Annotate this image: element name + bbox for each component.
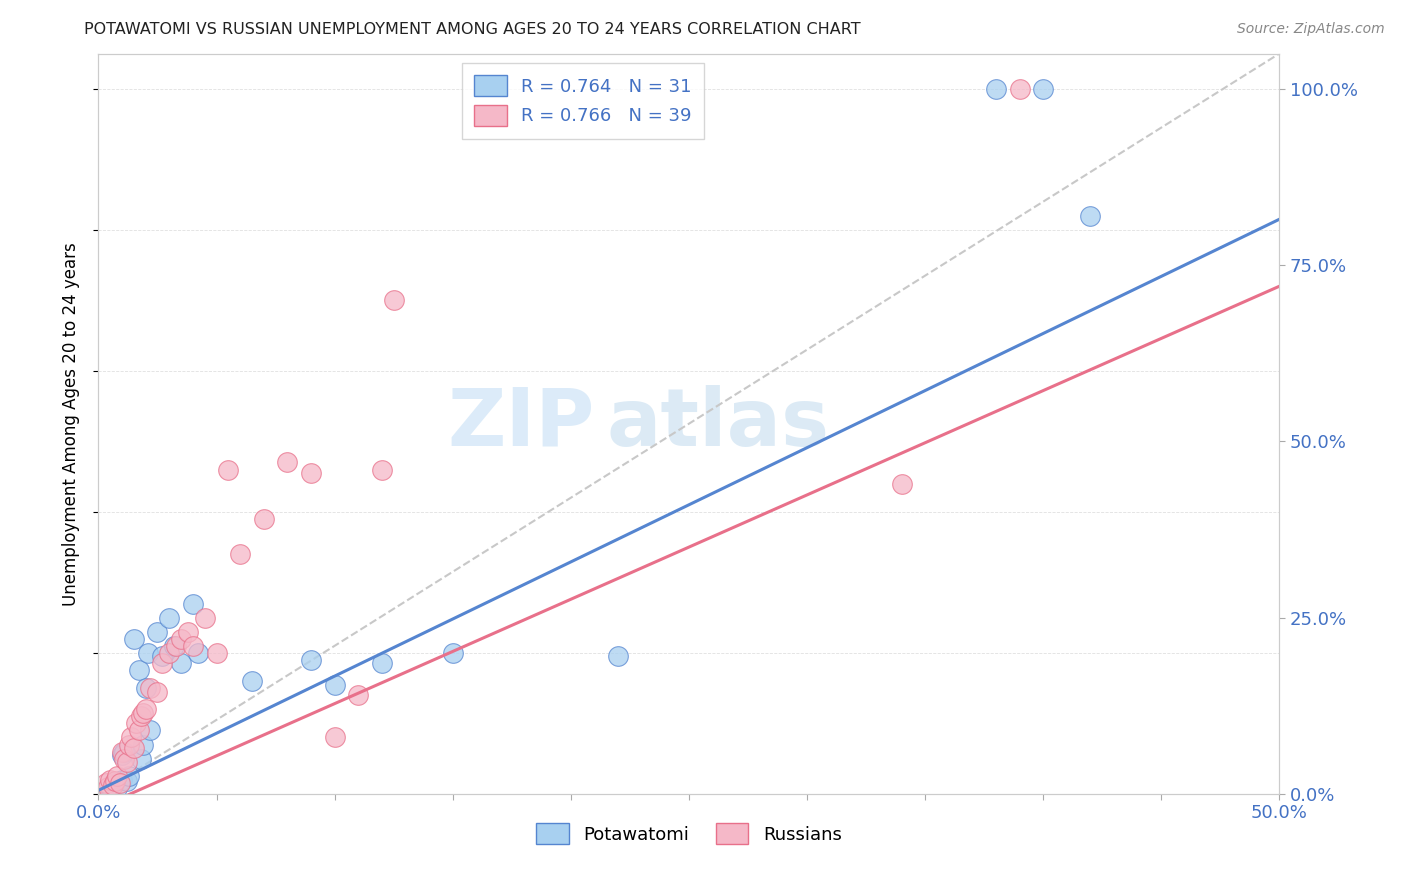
Text: atlas: atlas [606, 384, 830, 463]
Point [157, 610, 180, 624]
Point [104, 774, 127, 789]
Point [181, 639, 204, 653]
Point [112, 745, 135, 759]
Point [97, 780, 120, 794]
Point [163, 639, 186, 653]
Point [105, 769, 128, 783]
Point [101, 779, 124, 793]
Point [170, 657, 193, 671]
Point [121, 731, 143, 745]
Point [118, 769, 141, 783]
Point [135, 681, 157, 695]
Point [240, 674, 263, 689]
Point [1080, 209, 1102, 223]
Point [115, 774, 138, 789]
Point [108, 776, 131, 790]
Point [299, 653, 322, 667]
Point [146, 684, 169, 698]
Point [146, 624, 169, 639]
Text: ZIP: ZIP [447, 384, 595, 463]
Y-axis label: Unemployment Among Ages 20 to 24 years: Unemployment Among Ages 20 to 24 years [62, 242, 80, 606]
Point [104, 776, 127, 790]
Point [128, 664, 150, 678]
Point [371, 462, 394, 476]
Point [111, 745, 134, 759]
Point [276, 455, 298, 469]
Text: POTAWATOMI VS RUSSIAN UNEMPLOYMENT AMONG AGES 20 TO 24 YEARS CORRELATION CHART: POTAWATOMI VS RUSSIAN UNEMPLOYMENT AMONG… [84, 22, 860, 37]
Point [118, 738, 141, 752]
Point [177, 624, 200, 639]
Point [94, 776, 117, 790]
Point [111, 748, 134, 763]
Legend: Potawatomi, Russians: Potawatomi, Russians [529, 816, 849, 852]
Point [129, 709, 152, 723]
Point [890, 476, 912, 491]
Point [984, 82, 1007, 96]
Point [105, 781, 128, 796]
Point [170, 632, 193, 646]
Point [122, 632, 145, 646]
Point [125, 716, 148, 731]
Point [253, 512, 276, 526]
Point [128, 723, 150, 738]
Point [323, 731, 346, 745]
Point [607, 649, 630, 664]
Point [135, 702, 157, 716]
Point [229, 547, 252, 561]
Point [132, 706, 155, 720]
Point [187, 646, 209, 660]
Point [181, 597, 204, 611]
Point [98, 780, 121, 794]
Point [136, 646, 159, 660]
Point [323, 677, 346, 691]
Point [132, 738, 155, 752]
Point [299, 466, 322, 480]
Point [371, 657, 394, 671]
Point [139, 681, 162, 695]
Point [150, 657, 173, 671]
Point [98, 772, 121, 787]
Point [217, 462, 239, 476]
Point [441, 646, 464, 660]
Point [139, 723, 162, 738]
Point [1032, 82, 1054, 96]
Point [111, 772, 134, 787]
Point [150, 649, 173, 664]
Text: Source: ZipAtlas.com: Source: ZipAtlas.com [1237, 22, 1385, 37]
Point [129, 751, 152, 765]
Point [347, 688, 370, 702]
Point [165, 639, 187, 653]
Point [115, 755, 138, 769]
Point [157, 646, 180, 660]
Point [205, 646, 228, 660]
Point [1008, 82, 1031, 96]
Point [194, 610, 217, 624]
Point [382, 293, 405, 308]
Point [112, 751, 135, 765]
Point [122, 741, 145, 756]
